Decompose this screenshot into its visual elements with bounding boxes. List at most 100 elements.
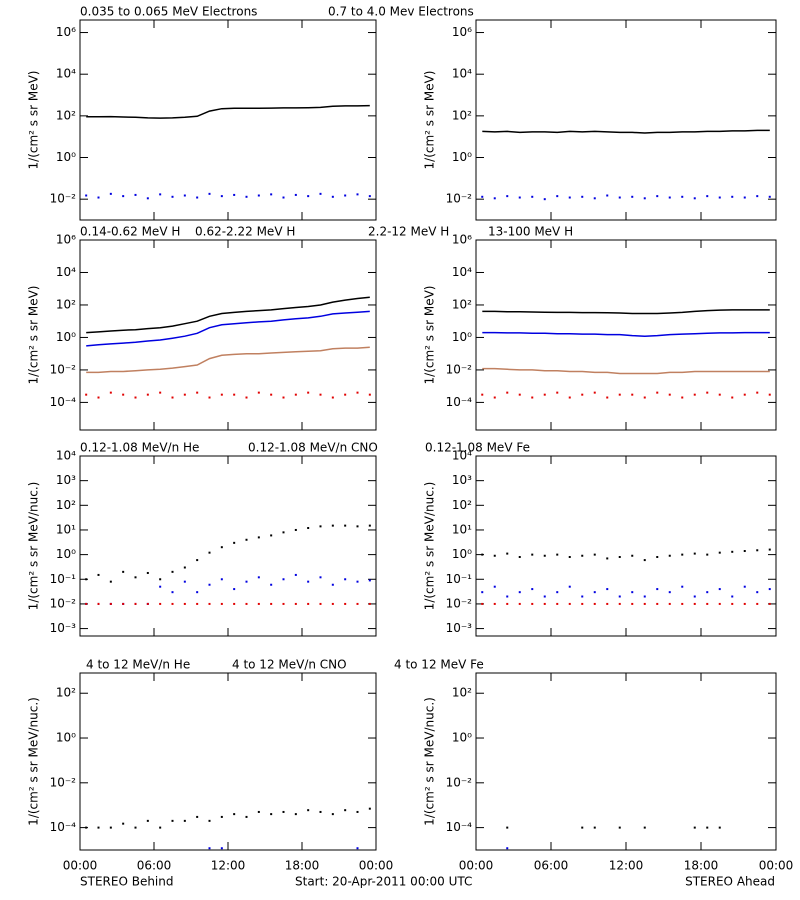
data-point [208, 819, 211, 822]
data-point [556, 591, 559, 594]
data-point [109, 826, 112, 829]
plot-frame [475, 19, 777, 221]
data-point [159, 578, 162, 581]
data-point [146, 571, 149, 574]
data-point [506, 195, 509, 198]
data-point [693, 393, 696, 396]
data-point [756, 602, 759, 605]
data-point [656, 195, 659, 198]
data-point [581, 195, 584, 198]
x-tick-label: 12:00 [609, 859, 644, 873]
data-point [681, 553, 684, 556]
y-tick-label: 10⁴ [452, 67, 472, 81]
data-point [109, 391, 112, 394]
data-point [556, 553, 559, 556]
y-tick-label: 10⁶ [56, 233, 76, 247]
y-tick-label: 10² [452, 498, 472, 512]
data-point [257, 602, 260, 605]
data-point [356, 193, 359, 196]
data-point [718, 393, 721, 396]
data-point [171, 195, 174, 198]
data-point [270, 583, 273, 586]
data-point [643, 602, 646, 605]
data-point [344, 578, 347, 581]
data-point [768, 602, 771, 605]
data-point [368, 195, 371, 198]
data-point [556, 391, 559, 394]
data-point [257, 391, 260, 394]
data-point [257, 536, 260, 539]
data-point [656, 556, 659, 559]
data-point [319, 393, 322, 396]
y-tick-label: 10⁶ [452, 233, 472, 247]
y-tick-label: 10⁻² [446, 192, 473, 206]
data-point [706, 391, 709, 394]
y-axis-label: 1/(cm² s sr MeV/nuc.) [27, 482, 41, 611]
y-tick-label: 10⁰ [452, 150, 472, 164]
y-tick-label: 10⁰ [56, 547, 76, 561]
data-point [146, 819, 149, 822]
data-point [233, 602, 236, 605]
data-point [97, 196, 100, 199]
data-point [368, 524, 371, 527]
data-point [693, 197, 696, 200]
y-tick-label: 10⁰ [56, 731, 76, 745]
legend-label: 0.12-1.08 MeV/n He [80, 441, 199, 455]
data-point [668, 196, 671, 199]
data-point [196, 602, 199, 605]
data-point [506, 595, 509, 598]
data-point [718, 826, 721, 829]
plot-frame [475, 672, 777, 851]
data-point [319, 576, 322, 579]
y-tick-label: 10⁻⁴ [446, 820, 473, 834]
data-point [245, 602, 248, 605]
data-point [220, 847, 223, 850]
data-point [506, 391, 509, 394]
x-tick-label: 00:00 [759, 859, 794, 873]
data-point [270, 602, 273, 605]
data-point [171, 819, 174, 822]
data-point [531, 588, 534, 591]
y-tick-label: 10⁶ [56, 25, 76, 39]
data-point [282, 810, 285, 813]
data-point [85, 194, 88, 197]
y-axis-label: 1/(cm² s sr MeV/nuc.) [423, 697, 437, 826]
data-point [183, 602, 186, 605]
data-point [493, 396, 496, 399]
data-point [196, 391, 199, 394]
y-tick-label: 10⁻⁴ [446, 395, 473, 409]
series-line [86, 310, 370, 347]
x-tick-label: 18:00 [684, 859, 719, 873]
data-point [196, 591, 199, 594]
data-point [618, 826, 621, 829]
y-tick-label: 10² [56, 686, 76, 700]
data-point [618, 595, 621, 598]
data-point [183, 580, 186, 583]
legend-label: 0.62-2.22 MeV H [195, 225, 295, 239]
data-point [743, 602, 746, 605]
data-point [344, 602, 347, 605]
legend-label: 4 to 12 MeV/n CNO [232, 658, 347, 672]
data-point [493, 602, 496, 605]
series-line [482, 309, 770, 315]
data-point [97, 826, 100, 829]
data-point [631, 393, 634, 396]
data-point [331, 813, 334, 816]
data-point [668, 602, 671, 605]
data-point [543, 198, 546, 201]
y-tick-label: 10⁰ [56, 330, 76, 344]
series-line [482, 331, 770, 337]
data-point [643, 559, 646, 562]
data-point [85, 393, 88, 396]
y-tick-label: 10⁻² [446, 596, 473, 610]
data-point [693, 552, 696, 555]
data-point [159, 585, 162, 588]
series-line [482, 129, 770, 134]
data-point [506, 826, 509, 829]
y-tick-label: 10⁻² [50, 192, 77, 206]
data-point [656, 588, 659, 591]
data-point [245, 396, 248, 399]
data-point [581, 393, 584, 396]
series-line [86, 296, 370, 334]
data-point [245, 815, 248, 818]
